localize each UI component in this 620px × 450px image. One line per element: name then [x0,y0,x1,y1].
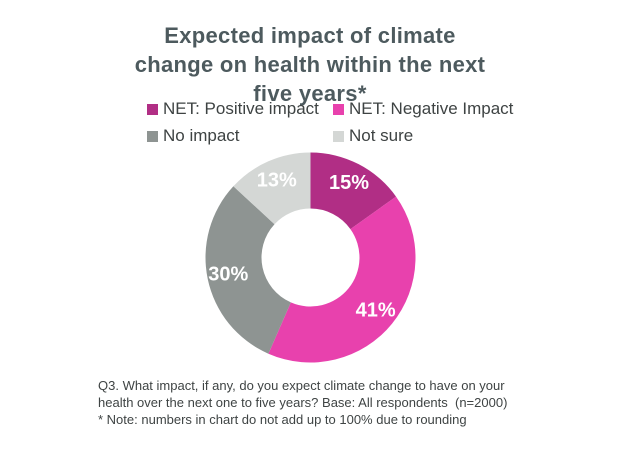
legend-swatch-not-sure [333,130,344,142]
pie-slice-net-positive-impact [310,152,397,230]
pie-slice-not-sure [233,152,311,225]
footnote-line: health over the next one to five years? … [98,395,508,410]
legend-label: NET: Negative Impact [349,99,514,118]
chart-title-line: Expected impact of climate [164,23,456,48]
legend-item-net-negative-impact: NET: Negative Impact [333,97,513,121]
pie-slice-data-label: 30% [208,264,248,286]
pie-slice-net-negative-impact [268,196,416,363]
donut-chart: 15% 41% 30% 13% [204,151,417,364]
donut-chart-svg: 15% 41% 30% 13% [205,152,416,363]
chart-title-line: five years* [253,81,367,106]
legend-item-net-positive-impact: NET: Positive impact [147,97,333,121]
footnote-line: * Note: numbers in chart do not add up t… [98,412,467,427]
legend-swatch-net-negative-impact [333,103,344,115]
chart-footnote: Q3. What impact, if any, do you expect c… [98,377,568,428]
pie-slice-data-label: 41% [356,300,396,322]
footnote-line: Q3. What impact, if any, do you expect c… [98,378,505,393]
legend-swatch-net-positive-impact [147,103,158,115]
legend-label: NET: Positive impact [163,99,319,118]
chart-legend: NET: Positive impact NET: Negative Impac… [147,97,513,148]
chart-title: Expected impact of climate change on hea… [0,21,620,108]
legend-label: Not sure [349,126,414,145]
legend-item-no-impact: No impact [147,124,333,148]
legend-item-not-sure: Not sure [333,124,513,148]
pie-slice-data-label: 15% [329,172,369,194]
chart-title-line: change on health within the next [134,52,486,77]
pie-slice-data-label: 13% [257,170,297,192]
legend-swatch-no-impact [147,130,158,142]
legend-label: No impact [163,126,240,145]
pie-slice-no-impact [205,186,291,354]
